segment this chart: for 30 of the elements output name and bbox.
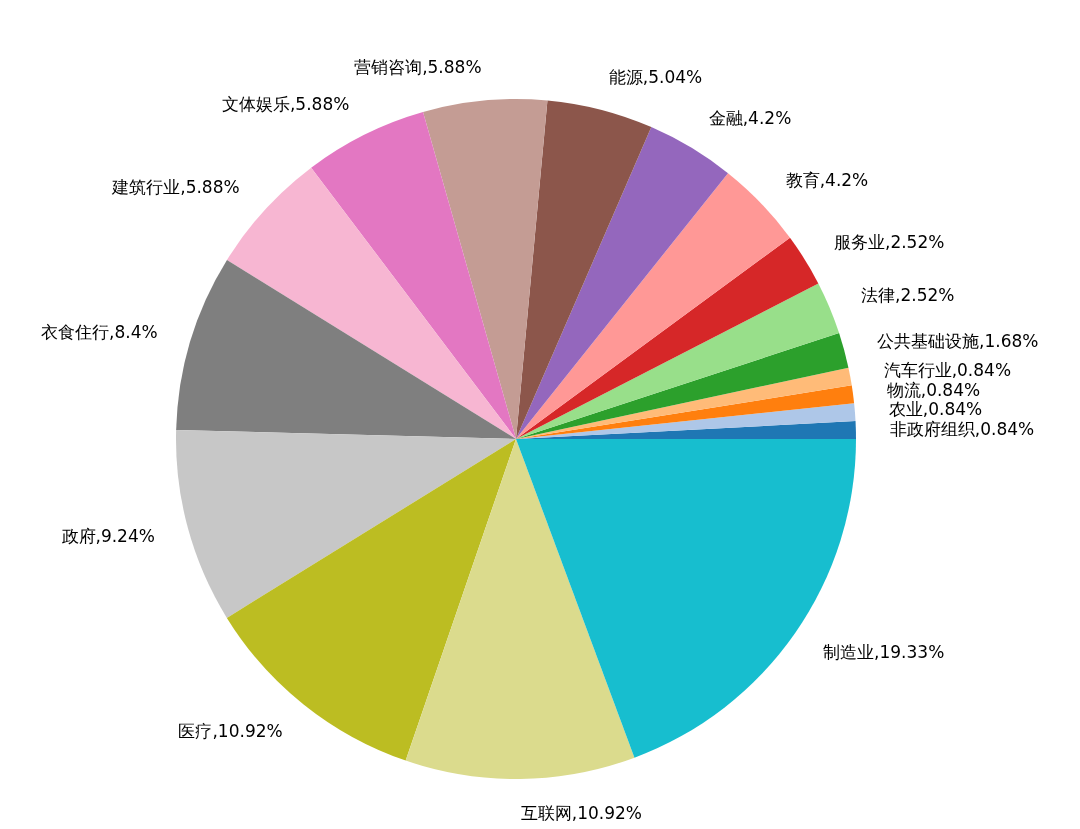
slice-label: 制造业,19.33% — [823, 642, 945, 663]
slice-label: 农业,0.84% — [888, 399, 983, 420]
slice-label: 文体娱乐,5.88% — [221, 94, 350, 115]
slice-label: 互联网,10.92% — [520, 802, 642, 823]
slice-label: 建筑行业,5.88% — [111, 176, 240, 197]
pie-slice — [176, 259, 516, 439]
slice-label: 金融,4.2% — [708, 108, 792, 129]
slice-label: 公共基础设施,1.68% — [877, 331, 1039, 352]
slice-label: 能源,5.04% — [608, 66, 703, 87]
pie-slice — [516, 283, 840, 439]
pie-slice — [516, 385, 855, 439]
pie-slice — [311, 111, 516, 439]
slice-label: 非政府组织,0.84% — [889, 419, 1035, 440]
slice-label: 营销咨询,5.88% — [354, 56, 482, 77]
slice-label: 衣食住行,8.4% — [41, 321, 158, 342]
slice-label: 服务业,2.52% — [833, 232, 945, 253]
slice-label: 汽车行业,0.84% — [883, 360, 1012, 381]
slice-label: 教育,4.2% — [785, 169, 869, 190]
pie-slice — [176, 429, 516, 618]
pie-slice — [516, 100, 652, 439]
pie-slice — [516, 237, 819, 439]
pie-slice — [405, 439, 635, 779]
pie-slice — [516, 367, 852, 439]
pie-slice — [516, 439, 856, 758]
pie-slice — [423, 99, 548, 439]
slice-label: 法律,2.52% — [861, 284, 955, 305]
slice-label: 医疗,10.92% — [178, 721, 283, 742]
pie-slice — [516, 127, 729, 439]
slice-label: 物流,0.84% — [886, 379, 981, 400]
slice-label: 政府,9.24% — [61, 526, 155, 547]
